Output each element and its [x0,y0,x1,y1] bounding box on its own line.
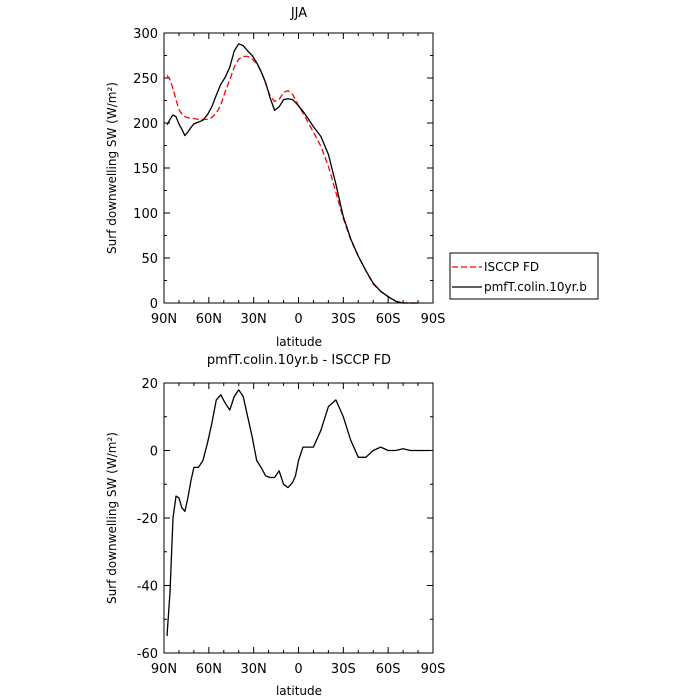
top-y-tick-label: 200 [133,117,158,132]
top-x-tick-label: 60N [196,312,222,327]
top-y-axis-title: Surf downwelling SW (W/m²) [105,82,119,254]
top-x-tick-label: 60S [376,312,401,327]
bottom-x-tick-label: 60N [196,662,222,677]
bottom-axis-ticks: 90N 60N 30N 0 30S 60S 90S -60 -40 -20 0 20 [137,377,446,677]
bottom-y-axis-title: Surf downwelling SW (W/m²) [105,432,119,604]
bottom-x-tick-label: 60S [376,662,401,677]
legend-box [449,252,599,300]
top-x-tick-label: 90S [421,312,446,327]
top-chart-title: JJA [290,6,307,21]
bottom-x-tick-label: 0 [294,662,302,677]
bottom-y-tick-label: 0 [150,445,158,460]
legend: ISCCP FD pmfT.colin.10yr.b [449,252,599,300]
legend-label-isccp: ISCCP FD [484,260,539,274]
bottom-x-axis-title: latitude [276,684,322,698]
bottom-chart-title: pmfT.colin.10yr.b - ISCCP FD [207,353,391,368]
bottom-x-tick-label: 30N [241,662,267,677]
top-y-tick-label: 0 [150,297,158,312]
top-x-tick-label: 30N [241,312,267,327]
top-x-tick-label: 0 [294,312,302,327]
bottom-chart-panel: pmfT.colin.10yr.b - ISCCP FD 90N 60N 30N 0 3… [105,353,445,698]
top-series-lines [166,43,419,304]
top-series-line-1 [166,43,419,304]
top-series-line-0 [166,55,419,304]
top-y-tick-label: 100 [133,207,158,222]
top-plot-frame [163,32,434,304]
top-y-tick-label: 300 [133,27,158,42]
bottom-x-tick-label: 90S [421,662,446,677]
bottom-y-tick-label: -60 [137,647,158,662]
bottom-y-tick-label: -40 [137,580,158,595]
top-chart-panel: JJA 90N 60N 30N 0 30S 60S 90S 0 50 100 150 200 250 30… [105,6,599,349]
legend-label-model: pmfT.colin.10yr.b [484,280,587,294]
bottom-series-lines [166,389,430,637]
top-x-axis-title: latitude [276,335,322,349]
top-x-tick-label: 90N [151,312,177,327]
bottom-y-tick-label: 20 [141,377,158,392]
bottom-x-tick-label: 90N [151,662,177,677]
bottom-series-line-0 [166,389,430,637]
bottom-x-tick-label: 30S [331,662,356,677]
top-y-tick-label: 250 [133,72,158,87]
bottom-plot-frame [163,382,434,654]
top-x-tick-label: 30S [331,312,356,327]
top-axis-ticks: 90N 60N 30N 0 30S 60S 90S 0 50 100 150 200 250 300 [133,27,445,327]
top-y-tick-label: 50 [141,252,158,267]
top-y-tick-label: 150 [133,162,158,177]
bottom-y-tick-label: -20 [137,512,158,527]
